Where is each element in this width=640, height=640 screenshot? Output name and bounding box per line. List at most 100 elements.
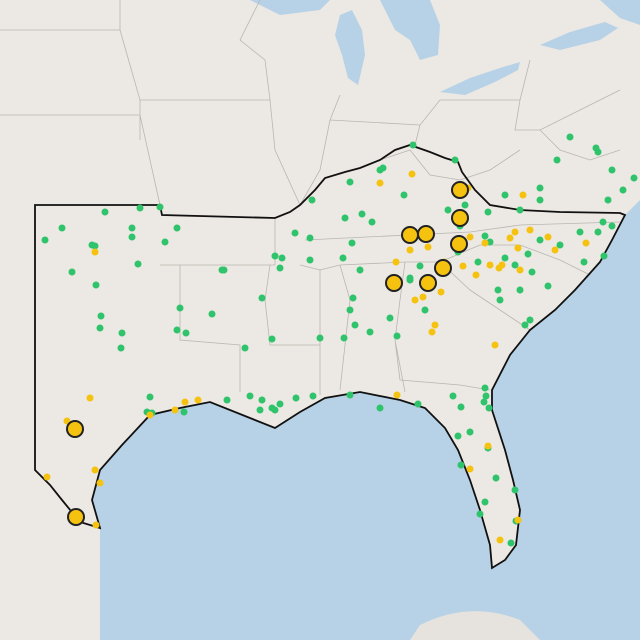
yellow-point xyxy=(86,394,94,402)
green-point xyxy=(223,396,231,404)
green-point xyxy=(292,394,300,402)
green-point xyxy=(594,228,602,236)
yellow-point xyxy=(582,239,590,247)
yellow-point xyxy=(516,266,524,274)
green-point xyxy=(511,486,519,494)
yellow-point xyxy=(519,191,527,199)
yellow-point xyxy=(431,321,439,329)
yellow-point xyxy=(544,233,552,241)
yellow-point xyxy=(496,536,504,544)
yellow-point xyxy=(481,239,489,247)
green-point xyxy=(536,236,544,244)
green-point xyxy=(340,334,348,342)
green-point xyxy=(457,461,465,469)
green-point xyxy=(556,241,564,249)
green-point xyxy=(544,282,552,290)
green-point xyxy=(258,294,266,302)
green-point xyxy=(161,238,169,246)
green-point xyxy=(339,254,347,262)
large-point xyxy=(450,235,468,253)
green-point xyxy=(594,148,602,156)
green-point xyxy=(58,224,66,232)
green-point xyxy=(118,329,126,337)
green-point xyxy=(393,332,401,340)
green-point xyxy=(41,236,49,244)
yellow-point xyxy=(91,466,99,474)
yellow-point xyxy=(437,288,445,296)
green-point xyxy=(92,281,100,289)
green-point xyxy=(481,498,489,506)
yellow-point xyxy=(514,516,522,524)
green-point xyxy=(521,321,529,329)
green-point xyxy=(117,344,125,352)
green-point xyxy=(386,314,394,322)
green-point xyxy=(208,310,216,318)
green-point xyxy=(461,201,469,209)
green-point xyxy=(536,196,544,204)
green-point xyxy=(481,232,489,240)
green-point xyxy=(516,206,524,214)
green-point xyxy=(501,191,509,199)
green-point xyxy=(406,274,414,282)
yellow-point xyxy=(486,261,494,269)
green-point xyxy=(484,208,492,216)
green-point xyxy=(276,400,284,408)
green-point xyxy=(480,398,488,406)
yellow-point xyxy=(551,246,559,254)
green-point xyxy=(136,204,144,212)
green-point xyxy=(600,252,608,260)
green-point xyxy=(485,404,493,412)
yellow-point xyxy=(526,226,534,234)
yellow-point xyxy=(466,233,474,241)
green-point xyxy=(348,239,356,247)
green-point xyxy=(276,264,284,272)
green-point xyxy=(349,294,357,302)
green-point xyxy=(306,256,314,264)
green-point xyxy=(466,428,474,436)
large-point xyxy=(401,226,419,244)
green-point xyxy=(346,306,354,314)
green-point xyxy=(180,408,188,416)
green-point xyxy=(449,392,457,400)
yellow-point xyxy=(491,341,499,349)
green-point xyxy=(416,262,424,270)
green-point xyxy=(134,260,142,268)
yellow-point xyxy=(484,442,492,450)
large-point xyxy=(434,259,452,277)
green-point xyxy=(516,286,524,294)
green-point xyxy=(604,196,612,204)
green-point xyxy=(306,234,314,242)
green-point xyxy=(341,214,349,222)
yellow-point xyxy=(393,391,401,399)
green-point xyxy=(156,203,164,211)
green-point xyxy=(128,224,136,232)
green-point xyxy=(246,392,254,400)
green-point xyxy=(580,258,588,266)
green-point xyxy=(309,392,317,400)
green-point xyxy=(146,393,154,401)
points xyxy=(41,133,638,547)
yellow-point xyxy=(392,258,400,266)
green-point xyxy=(271,252,279,260)
green-point xyxy=(96,324,104,332)
yellow-point xyxy=(181,398,189,406)
green-point xyxy=(379,164,387,172)
green-point xyxy=(366,328,374,336)
green-point xyxy=(474,258,482,266)
large-point xyxy=(385,274,403,292)
green-point xyxy=(492,474,500,482)
green-point xyxy=(220,266,228,274)
green-point xyxy=(182,329,190,337)
yellow-point xyxy=(411,296,419,304)
yellow-point xyxy=(506,234,514,242)
green-point xyxy=(268,335,276,343)
large-point xyxy=(451,181,469,199)
yellow-point xyxy=(96,479,104,487)
green-point xyxy=(599,218,607,226)
green-point xyxy=(454,432,462,440)
green-point xyxy=(526,316,534,324)
lake xyxy=(380,0,440,60)
lake xyxy=(600,0,640,25)
green-point xyxy=(553,156,561,164)
